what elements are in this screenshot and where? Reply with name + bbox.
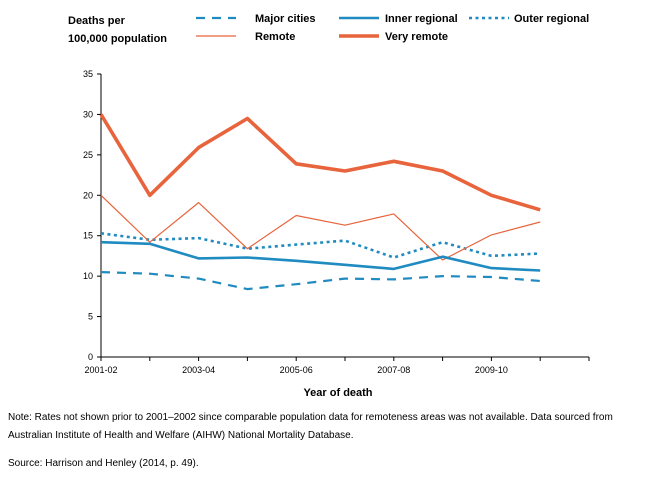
x-axis-title: Year of death <box>303 387 372 399</box>
legend-label-major-cities: Major cities <box>255 13 316 25</box>
y-tick-label: 30 <box>83 109 93 119</box>
legend-label-inner-regional: Inner regional <box>385 13 458 25</box>
legend-label-outer-regional: Outer regional <box>514 13 589 25</box>
legend-label-remote: Remote <box>255 31 295 43</box>
y-tick-label: 25 <box>83 150 93 160</box>
y-tick-label: 10 <box>83 271 93 281</box>
x-tick-label: 2009-10 <box>475 365 508 375</box>
x-tick-label: 2005-06 <box>280 365 313 375</box>
legend: Major cities Inner regional Outer regional… <box>196 13 589 43</box>
series-line-remote <box>100 194 541 261</box>
y-tick-label: 0 <box>88 352 93 362</box>
line-chart: Deaths per 100,000 population Major citi… <box>68 13 590 399</box>
y-tick-label: 35 <box>83 69 93 79</box>
y-axis-title-line-2: 100,000 population <box>68 33 167 45</box>
y-tick-label: 20 <box>83 190 93 200</box>
legend-label-very-remote: Very remote <box>385 31 448 43</box>
chart-note: Note: Rates not shown prior to 2001–2002… <box>8 412 613 441</box>
y-axis-title: Deaths per 100,000 population <box>68 15 167 45</box>
y-tick-label: 5 <box>88 312 93 322</box>
x-tick-label: 2003-04 <box>182 365 215 375</box>
x-tick-label: 2001-02 <box>84 365 117 375</box>
series-line-inner-regional <box>100 240 541 272</box>
series-line-major-cities <box>100 271 541 291</box>
series-line-very-remote <box>99 113 541 212</box>
y-axis-title-line-1: Deaths per <box>68 15 126 27</box>
y-tick-label: 15 <box>83 231 93 241</box>
series-lines <box>99 113 541 291</box>
axes: 0 5 10 15 20 25 30 35 2001-02 2003-04 2005-06 2007-… <box>83 69 590 375</box>
chart-source: Source: Harrison and Henley (2014, p. 49… <box>8 458 199 469</box>
series-line-outer-regional <box>100 232 541 259</box>
x-tick-label: 2007-08 <box>377 365 410 375</box>
